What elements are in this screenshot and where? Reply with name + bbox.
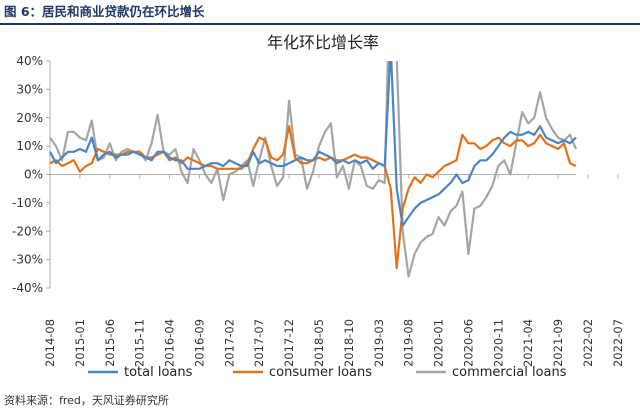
y-tick-label: -40%	[12, 281, 43, 295]
legend-label-consumer-loans: consumer loans	[269, 365, 372, 380]
x-tick-label: 2019-08	[402, 319, 416, 367]
x-tick-label: 2017-02	[222, 319, 236, 367]
chart-frame: 年化环比增长率 -40% -30% -20% -10% 0% 10% 20% 30% 40% 201…	[0, 26, 640, 390]
x-tick-label: 2022-07	[611, 319, 625, 367]
x-tick-label: 2017-07	[252, 319, 266, 367]
x-tick-label: 2016-09	[192, 319, 206, 367]
loan-growth-chart: 年化环比增长率 -40% -30% -20% -10% 0% 10% 20% 30% 40% 201…	[12, 33, 625, 380]
x-tick-label: 2015-11	[133, 319, 147, 367]
legend-label-commercial-loans: commercial loans	[452, 365, 567, 380]
x-tick-label: 2018-05	[312, 319, 326, 367]
y-tick-label: -20%	[12, 224, 43, 238]
x-tick-label: 2021-04	[521, 319, 535, 367]
x-tick-label: 2020-06	[461, 319, 475, 367]
x-tick-label: 2020-01	[432, 319, 446, 367]
y-tick-label: -30%	[12, 253, 43, 267]
caption-divider	[0, 23, 640, 25]
figure-caption: 图 6：居民和商业贷款仍在环比增长	[4, 4, 205, 19]
x-tick-label: 2017-12	[282, 319, 296, 367]
y-tick-label: 40%	[16, 54, 43, 68]
x-tick-label: 2014-08	[43, 319, 57, 367]
source-note: 资料来源：fred，天风证券研究所	[4, 394, 169, 407]
series-line-total-loans	[49, 61, 577, 227]
x-tick-label: 2019-03	[372, 319, 386, 367]
y-tick-label: 10%	[16, 139, 43, 153]
x-tick-label: 2016-04	[163, 319, 177, 367]
x-tick-label: 2020-11	[491, 319, 505, 367]
x-tick-label: 2018-10	[342, 319, 356, 367]
y-tick-label: 20%	[16, 111, 43, 125]
x-tick-label: 2015-06	[103, 319, 117, 367]
x-tick-label: 2021-09	[551, 319, 565, 367]
y-tick-label: 30%	[16, 82, 43, 96]
y-tick-label: -10%	[12, 196, 43, 210]
y-tick-label: 0%	[24, 168, 43, 182]
legend-label-total-loans: total loans	[124, 365, 193, 380]
chart-title: 年化环比增长率	[267, 33, 379, 52]
x-tick-label: 2015-01	[73, 319, 87, 367]
x-tick-label: 2022-02	[581, 319, 595, 367]
